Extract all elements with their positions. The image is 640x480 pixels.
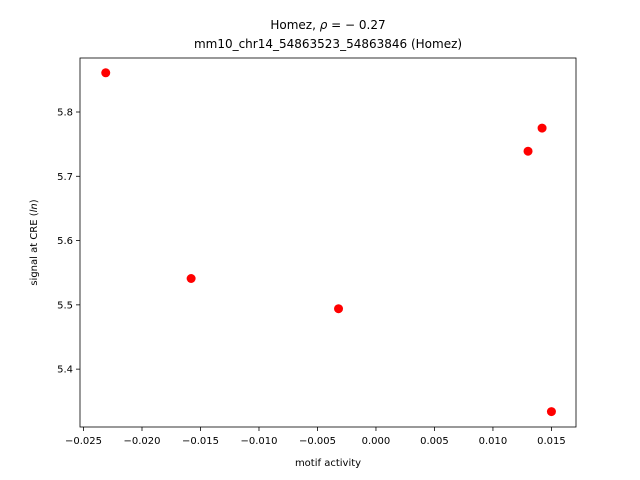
chart-subtitle: mm10_chr14_54863523_54863846 (Homez) xyxy=(194,37,462,51)
y-tick-label: 5.6 xyxy=(57,236,73,247)
x-tick-label: −0.015 xyxy=(182,436,219,447)
data-point xyxy=(523,146,533,156)
y-tick-label: 5.5 xyxy=(57,300,73,311)
x-tick-label: −0.025 xyxy=(65,436,102,447)
data-point xyxy=(101,68,111,78)
data-point xyxy=(334,304,344,314)
data-point xyxy=(186,274,196,283)
y-tick-label: 5.4 xyxy=(57,365,73,376)
x-axis-label: motif activity xyxy=(295,458,361,469)
x-tick-label: −0.020 xyxy=(123,436,160,447)
x-tick-label: 0.000 xyxy=(362,436,391,447)
x-tick-label: 0.015 xyxy=(537,436,566,447)
y-axis: 5.4 5.5 5.6 5.7 5.8 xyxy=(57,108,80,376)
x-tick-label: −0.005 xyxy=(299,436,336,447)
x-tick-label: 0.005 xyxy=(420,436,449,447)
x-axis: −0.025 −0.020 −0.015 −0.010 −0.005 0.000 0.005… xyxy=(65,427,566,447)
x-tick-label: −0.010 xyxy=(240,436,277,447)
y-tick-label: 5.7 xyxy=(57,172,73,183)
data-point xyxy=(546,407,556,417)
data-point xyxy=(537,123,547,133)
data-points xyxy=(101,68,556,417)
plot-frame xyxy=(79,57,577,428)
x-tick-label: 0.010 xyxy=(479,436,508,447)
y-axis-label: signal at CRE (ln) xyxy=(29,199,40,285)
y-tick-label: 5.8 xyxy=(57,108,73,119)
chart-title: Homez, ρ = − 0.27 xyxy=(270,18,385,32)
